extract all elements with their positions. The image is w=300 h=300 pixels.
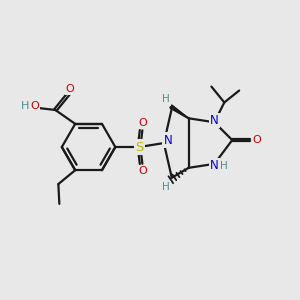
Text: N: N (210, 159, 219, 172)
Polygon shape (170, 105, 189, 118)
Text: H: H (20, 101, 29, 111)
Text: O: O (139, 118, 147, 128)
Text: H: H (220, 161, 228, 171)
Text: O: O (139, 166, 147, 176)
Text: N: N (210, 114, 219, 127)
Text: N: N (164, 134, 172, 147)
Text: H: H (162, 94, 170, 104)
Text: S: S (135, 140, 143, 154)
Text: O: O (66, 84, 75, 94)
Text: H: H (162, 182, 170, 192)
Text: O: O (30, 101, 39, 111)
Text: O: O (253, 135, 261, 145)
